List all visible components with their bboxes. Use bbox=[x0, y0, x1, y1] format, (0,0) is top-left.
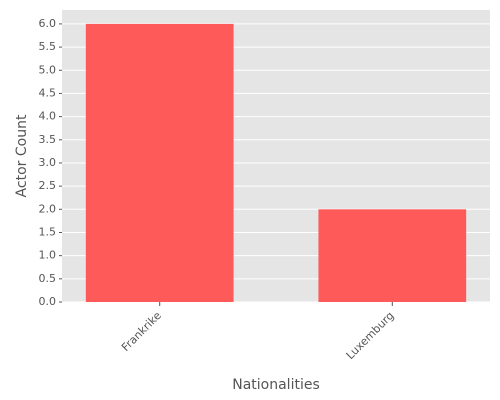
y-tick-label: 6.0 bbox=[39, 17, 57, 30]
x-axis-label: Nationalities bbox=[232, 377, 320, 393]
y-tick-label: 1.0 bbox=[39, 249, 57, 262]
y-tick-label: 1.5 bbox=[39, 225, 57, 238]
x-tick-label: Frankrike bbox=[119, 309, 164, 354]
bar bbox=[85, 23, 234, 303]
y-tick-label: 5.5 bbox=[39, 40, 57, 53]
y-tick-label: 0.0 bbox=[39, 295, 57, 308]
y-tick-label: 3.5 bbox=[39, 133, 57, 146]
y-tick-label: 2.0 bbox=[39, 202, 57, 215]
y-tick-label: 5.0 bbox=[39, 63, 57, 76]
y-tick-label: 2.5 bbox=[39, 179, 57, 192]
y-tick-label: 3.0 bbox=[39, 156, 57, 169]
y-axis-label: Actor Count bbox=[14, 114, 30, 197]
y-tick-label: 0.5 bbox=[39, 272, 57, 285]
bar bbox=[318, 209, 467, 302]
x-tick-label: Luxemburg bbox=[344, 309, 397, 362]
y-tick-label: 4.5 bbox=[39, 86, 57, 99]
y-tick-label: 4.0 bbox=[39, 110, 57, 123]
